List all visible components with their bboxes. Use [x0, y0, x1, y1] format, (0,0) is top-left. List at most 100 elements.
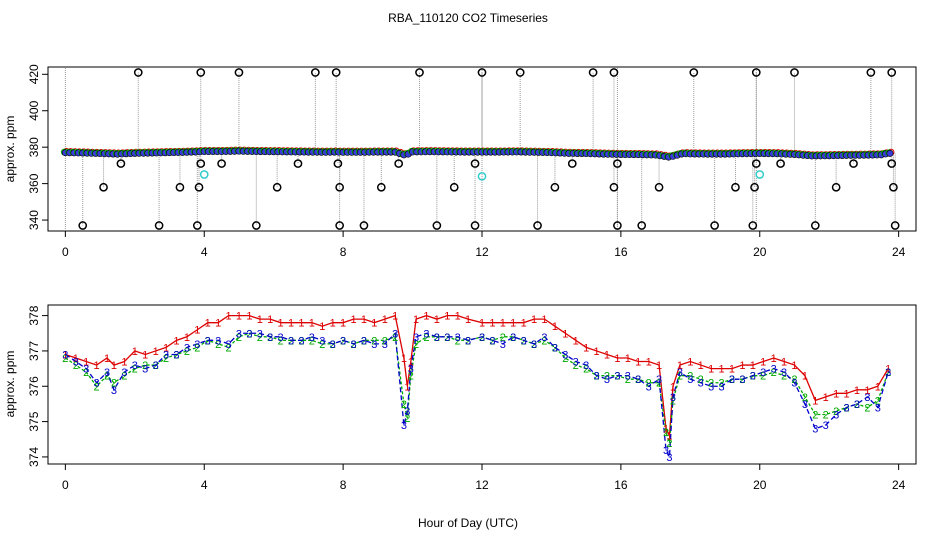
series-2-point: 2	[361, 335, 367, 347]
outlier-point	[710, 221, 719, 230]
series-1-point: 1	[760, 357, 766, 369]
series-2-point: 2	[614, 371, 620, 383]
series-1-point: 1	[625, 353, 631, 365]
series-2-point: 2	[205, 335, 211, 347]
series-1-point: 1	[531, 314, 537, 326]
series-1-point: 1	[781, 357, 787, 369]
series-3-point: 3	[194, 339, 200, 351]
series-2-point: 2	[510, 332, 516, 344]
series-1-point: 1	[225, 311, 231, 323]
series-2-point: 2	[719, 378, 725, 390]
series-1-point: 1	[194, 325, 200, 337]
series-1-point: 1	[236, 311, 242, 323]
series-1-point: 1	[319, 321, 325, 333]
series-1-point: 1	[246, 311, 252, 323]
series-2-point: 2	[583, 364, 589, 376]
series-3-point: 3	[729, 374, 735, 386]
series-3-point: 3	[583, 360, 589, 372]
series-1-point: 1	[111, 360, 117, 372]
series-1-point: 1	[739, 360, 745, 372]
top-x-tick-label: 20	[753, 245, 767, 259]
series-3-point: 3	[392, 328, 398, 340]
series-3-point: 3	[350, 339, 356, 351]
series-1-point: 1	[823, 392, 829, 404]
outlier-point	[609, 182, 619, 192]
series-3-point: 3	[646, 381, 652, 393]
series-1-point: 1	[562, 328, 568, 340]
series-1-point: 1	[408, 357, 414, 369]
series-3-point: 3	[739, 374, 745, 386]
series-2-point: 2	[444, 332, 450, 344]
series-1-point: 1	[719, 364, 725, 376]
series-2-point: 2	[573, 360, 579, 372]
series-2-point: 2	[823, 410, 829, 422]
series-3-point: 3	[340, 335, 346, 347]
series-3-point: 3	[225, 339, 231, 351]
series-1-point: 1	[885, 364, 891, 376]
series-2-point: 2	[288, 335, 294, 347]
bottom-x-tick-label: 24	[892, 478, 906, 492]
series-1-point: 1	[750, 360, 756, 372]
series-3-point: 3	[163, 349, 169, 361]
series-1-point: 1	[573, 335, 579, 347]
outlier-point	[889, 182, 898, 192]
series-1-point: 1	[142, 349, 148, 361]
series-3-point: 3	[142, 364, 148, 376]
series-2-point: 2	[184, 346, 190, 358]
series-3-point: 3	[173, 349, 179, 361]
top-ylabel: approx. ppm	[3, 116, 17, 183]
series-1-point: 1	[843, 388, 849, 400]
series-3-point: 3	[62, 349, 68, 361]
series-3-point: 3	[614, 371, 620, 383]
series-1-point: 1	[392, 311, 398, 323]
series-3-point: 3	[434, 332, 440, 344]
bottom-y-tick-label: 374	[27, 447, 41, 467]
series-1-point: 1	[361, 314, 367, 326]
series-2-point: 2	[864, 402, 870, 414]
series-1-point: 1	[687, 357, 693, 369]
top-x-tick-label: 4	[201, 245, 208, 259]
outlier-point	[637, 221, 647, 230]
series-2-point: 2	[594, 371, 600, 383]
series-1-point: 1	[83, 357, 89, 369]
series-2-point: 2	[340, 335, 346, 347]
series-1-point: 1	[670, 381, 676, 393]
outlier-point	[470, 221, 480, 230]
series-1-point: 1	[94, 360, 100, 372]
chart-title: RBA_110120 CO2 Timeseries	[388, 11, 548, 25]
series-3-point: 3	[885, 367, 891, 379]
series-3-point: 3	[184, 342, 190, 354]
series-2-point: 2	[833, 406, 839, 418]
outlier-point	[588, 68, 598, 77]
series-1-point: 1	[423, 311, 429, 323]
series-1-point: 1	[663, 424, 669, 436]
series-2-point: 2	[843, 402, 849, 414]
series-2-point: 2	[465, 335, 471, 347]
series-1-point: 1	[267, 314, 273, 326]
series-1-point: 1	[864, 385, 870, 397]
series-2-point: 2	[854, 399, 860, 411]
series-3-point: 3	[500, 339, 506, 351]
outlier-point	[748, 221, 758, 230]
series-1-point: 1	[489, 318, 495, 330]
series-2-point: 2	[531, 339, 537, 351]
x-axis-label: Hour of Day (UTC)	[418, 516, 518, 530]
series-1-point: 1	[132, 346, 138, 358]
outlier-point	[477, 68, 487, 77]
bottom-x-tick-label: 16	[614, 478, 628, 492]
series-3-point: 3	[552, 342, 558, 354]
outlier-point	[515, 68, 525, 77]
series-3-point: 3	[330, 339, 336, 351]
series-3-point: 3	[781, 367, 787, 379]
outlier-point	[654, 182, 664, 192]
series-2-point: 2	[401, 399, 407, 411]
series-3-point: 3	[267, 332, 273, 344]
outlier-point	[567, 159, 577, 168]
series-3-point: 3	[83, 364, 89, 376]
bottom-x-tick-label: 4	[201, 478, 208, 492]
series-2-point: 2	[215, 339, 221, 351]
series-3-point: 3	[371, 339, 377, 351]
outlier-point	[78, 221, 88, 230]
series-3-point: 3	[854, 399, 860, 411]
outlier-point	[310, 68, 320, 77]
